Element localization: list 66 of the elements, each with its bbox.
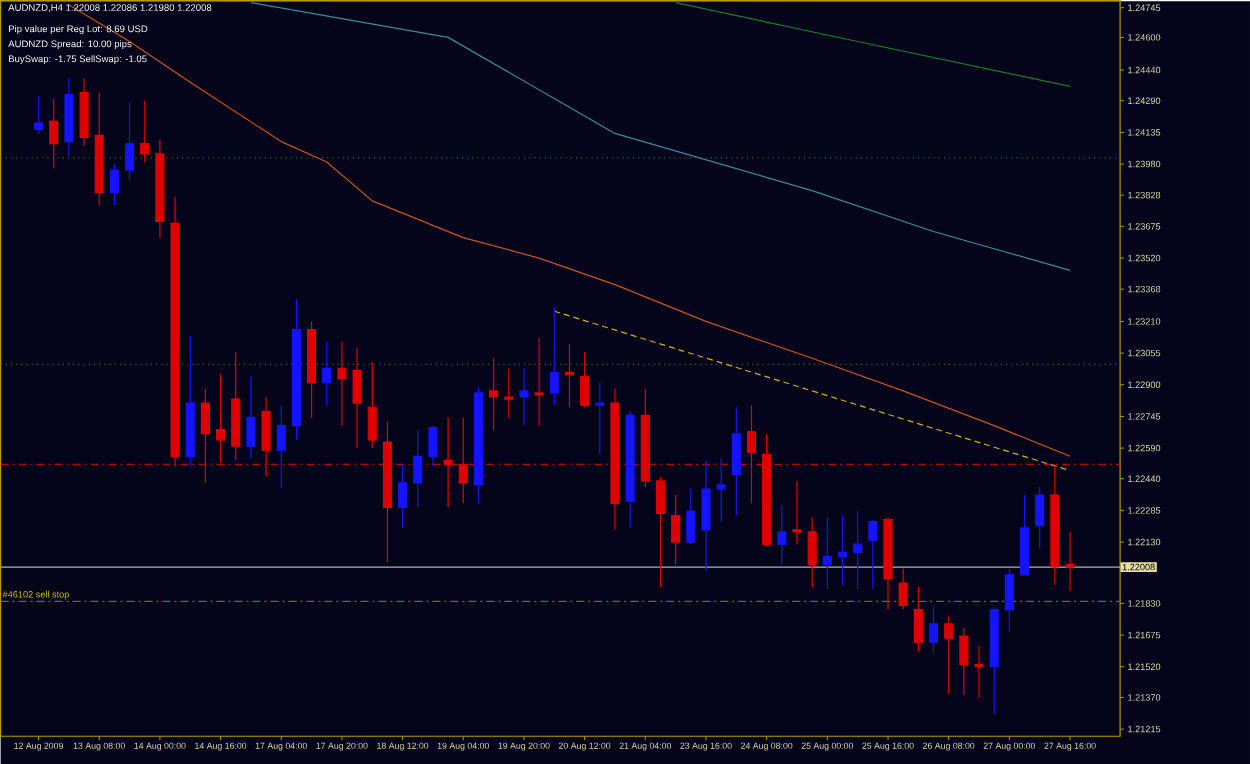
candlestick xyxy=(246,375,256,459)
candlestick xyxy=(549,306,559,406)
candlestick xyxy=(489,357,499,430)
candlestick xyxy=(458,416,468,504)
candlestick xyxy=(322,340,332,406)
line-series xyxy=(250,1,1071,271)
candlestick xyxy=(989,606,999,714)
candlestick xyxy=(580,351,590,408)
candlestick xyxy=(352,346,362,449)
candlestick xyxy=(777,504,787,565)
candlestick xyxy=(337,340,347,426)
candlestick xyxy=(140,99,150,163)
candlestick xyxy=(1035,485,1045,549)
candlestick xyxy=(928,606,939,653)
candlestick xyxy=(944,614,954,694)
candlestick xyxy=(853,510,863,590)
candlestick xyxy=(382,420,392,563)
candlestick xyxy=(443,416,453,508)
candlestick xyxy=(868,518,878,590)
candlestick xyxy=(428,424,438,467)
candlestick xyxy=(974,645,984,698)
candlestick xyxy=(610,387,620,531)
candlestick xyxy=(625,410,635,528)
candlestick xyxy=(276,404,286,488)
candlestick xyxy=(792,479,802,545)
candlestick xyxy=(898,567,908,610)
candlestick xyxy=(261,396,271,477)
candlestick xyxy=(216,373,226,463)
candlestick xyxy=(413,428,423,508)
candlestick xyxy=(200,387,210,484)
candlestick xyxy=(716,457,726,522)
candlestick xyxy=(807,516,817,588)
candlestick xyxy=(746,404,757,504)
candlestick xyxy=(155,138,165,238)
candlestick xyxy=(49,97,59,169)
candlestick xyxy=(125,101,135,181)
candlestick xyxy=(701,459,711,571)
candlestick xyxy=(762,432,772,547)
candlestick xyxy=(170,195,180,467)
candlestick xyxy=(1065,530,1075,592)
candlestick xyxy=(307,320,317,418)
candlestick xyxy=(291,297,301,441)
candlestick xyxy=(231,351,241,461)
candlestick xyxy=(94,91,104,206)
candlestick xyxy=(640,387,650,488)
candlestick xyxy=(686,487,696,545)
candlestick xyxy=(473,385,483,504)
candlestick xyxy=(655,475,666,588)
candlestick xyxy=(534,336,544,426)
candlestick xyxy=(367,361,377,449)
candlestick xyxy=(959,626,969,696)
candlestick xyxy=(883,516,893,610)
candlestick xyxy=(185,334,195,467)
candlestick xyxy=(1019,494,1030,575)
candlestick xyxy=(109,163,119,206)
candlestick xyxy=(731,406,741,516)
candlestick xyxy=(504,367,514,418)
candlestick xyxy=(1004,567,1014,633)
candlestick xyxy=(913,586,923,653)
candlestick xyxy=(398,463,408,528)
candlestick xyxy=(79,77,89,146)
candlestick xyxy=(671,494,681,565)
candlestick xyxy=(33,95,44,134)
candlestick xyxy=(1050,463,1060,586)
candlestick xyxy=(519,367,529,426)
candlestick xyxy=(64,77,74,157)
